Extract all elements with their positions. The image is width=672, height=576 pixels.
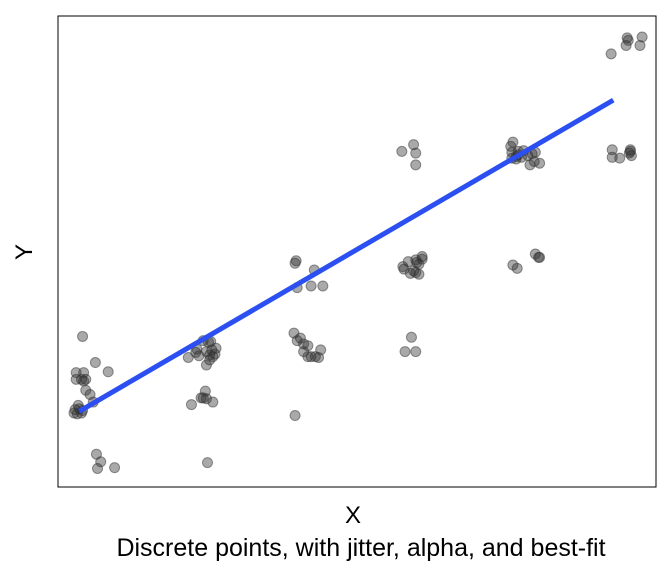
fit-line-layer — [78, 97, 615, 414]
data-point-7 — [78, 367, 90, 379]
data-point-5 — [89, 357, 101, 369]
data-point-39 — [305, 280, 317, 292]
data-point-105 — [624, 144, 636, 156]
data-point-54 — [408, 139, 420, 151]
data-point-92 — [511, 262, 523, 274]
data-point-73 — [507, 136, 519, 148]
data-point-97 — [634, 39, 646, 51]
data-point-34 — [202, 457, 213, 469]
data-point-1 — [95, 456, 107, 468]
data-point-65 — [397, 261, 409, 273]
data-point-40 — [317, 280, 329, 292]
data-point-4 — [77, 330, 89, 342]
data-point-36 — [290, 255, 302, 267]
data-point-45 — [302, 340, 314, 352]
best-fit-line — [78, 97, 615, 414]
data-point-43 — [291, 335, 303, 347]
data-point-56 — [410, 159, 422, 171]
data-point-71 — [410, 346, 422, 358]
data-point-51 — [313, 351, 325, 363]
data-point-55 — [410, 147, 422, 159]
data-point-12 — [80, 373, 92, 385]
data-point-53 — [396, 145, 408, 157]
data-point-8 — [102, 366, 114, 378]
data-point-25 — [193, 350, 205, 362]
data-point-114 — [80, 384, 92, 396]
data-point-3 — [92, 462, 104, 474]
data-point-69 — [405, 331, 417, 343]
x-axis-label: X — [345, 502, 361, 529]
data-point-87 — [524, 159, 536, 171]
chart-caption: Discrete points, with jitter, alpha, and… — [116, 534, 605, 562]
data-point-99 — [606, 144, 618, 156]
data-point-48 — [302, 351, 314, 363]
data-point-103 — [614, 152, 626, 164]
data-point-27 — [204, 354, 216, 366]
data-point-93 — [605, 48, 617, 60]
data-point-32 — [185, 399, 197, 411]
data-point-23 — [182, 351, 194, 363]
data-point-68 — [404, 267, 416, 279]
data-point-33 — [197, 392, 209, 404]
data-point-83 — [534, 157, 546, 169]
data-point-52 — [289, 410, 301, 422]
data-point-91 — [534, 251, 546, 263]
data-point-98 — [620, 39, 632, 51]
data-point-96 — [636, 31, 648, 43]
data-point-70 — [399, 346, 411, 358]
data-point-31 — [207, 396, 219, 408]
y-axis-label: Y — [11, 244, 38, 260]
data-point-67 — [413, 258, 425, 270]
data-point-2 — [109, 462, 121, 474]
